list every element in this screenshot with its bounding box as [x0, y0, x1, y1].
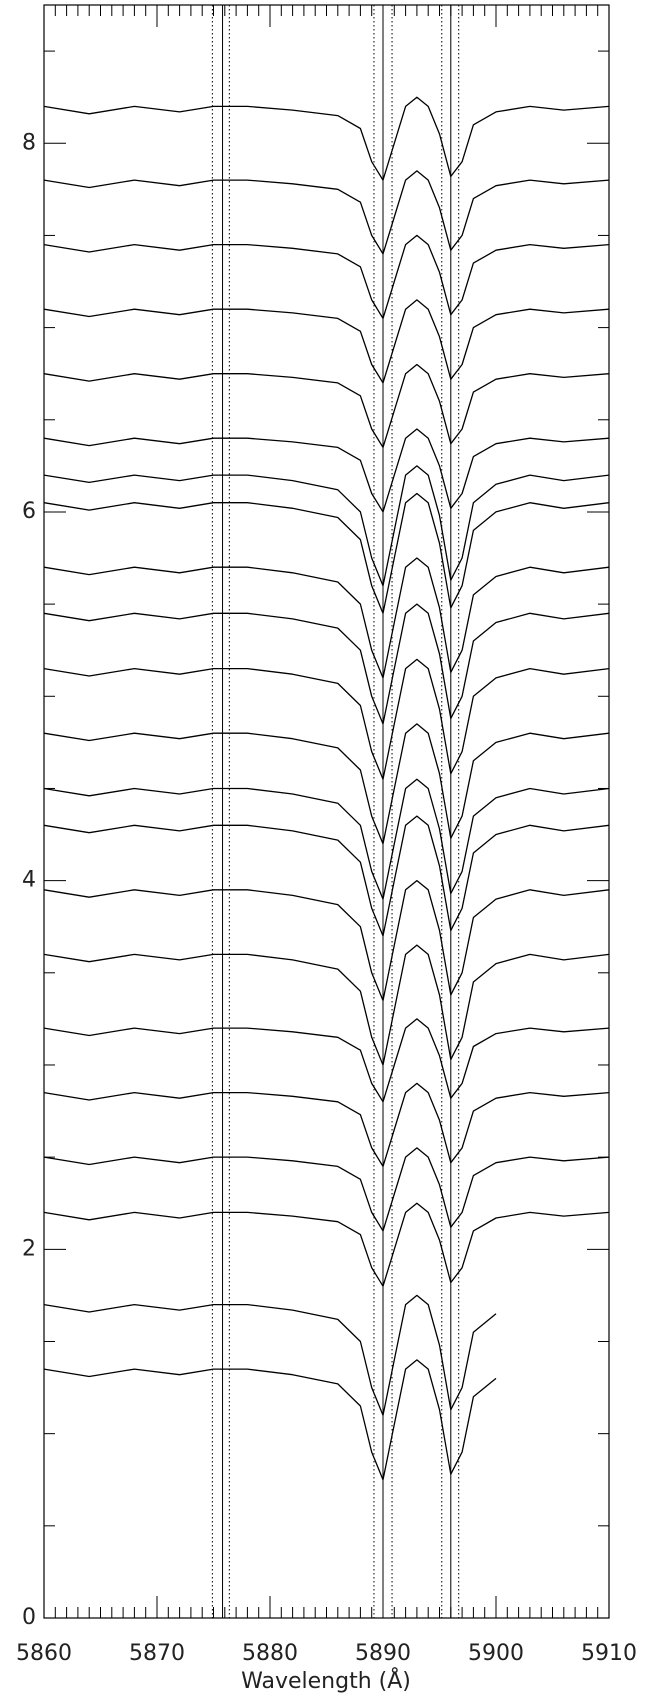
- spectrum-line: [43, 944, 610, 1066]
- x-tick-label: 5900: [468, 1641, 524, 1666]
- spectrum-line: [43, 96, 610, 181]
- spectrum-line: [43, 879, 610, 1002]
- spectrum-line: [43, 1147, 610, 1232]
- spectrum-line: [43, 1294, 497, 1416]
- spectrum-line: [43, 603, 610, 725]
- spectrum-line: [43, 234, 610, 320]
- spectrum-line: [43, 723, 610, 845]
- x-tick-label: 5890: [355, 1641, 411, 1666]
- y-tick-label: 6: [22, 499, 36, 524]
- y-tick-label: 0: [22, 1605, 36, 1630]
- spectrum-line: [43, 1202, 610, 1287]
- spectrum-line: [43, 557, 610, 679]
- spectrum-line: [43, 465, 610, 587]
- spectrum-line: [43, 363, 610, 449]
- spectrum-line: [43, 299, 610, 384]
- spectrum-line: [43, 1018, 610, 1103]
- spectrum-line: [43, 428, 610, 513]
- y-tick-label: 4: [22, 868, 36, 893]
- x-tick-label: 5880: [242, 1641, 298, 1666]
- spectrum-line: [43, 492, 610, 614]
- y-tick-label: 8: [22, 130, 36, 155]
- y-tick-label: 2: [22, 1236, 36, 1261]
- x-tick-label: 5910: [581, 1641, 637, 1666]
- x-tick-label: 5870: [129, 1641, 185, 1666]
- spectrum-line: [43, 1359, 497, 1481]
- x-tick-label: 5860: [16, 1641, 72, 1666]
- plot-frame: [43, 4, 610, 1619]
- spectrum-line: [43, 658, 610, 780]
- x-axis-label: Wavelength (Å): [241, 1667, 411, 1694]
- spectrum-line: [43, 170, 610, 255]
- spectrum-line: [43, 778, 610, 900]
- spectrum-line: [43, 815, 610, 937]
- spectrum-line: [43, 1082, 610, 1168]
